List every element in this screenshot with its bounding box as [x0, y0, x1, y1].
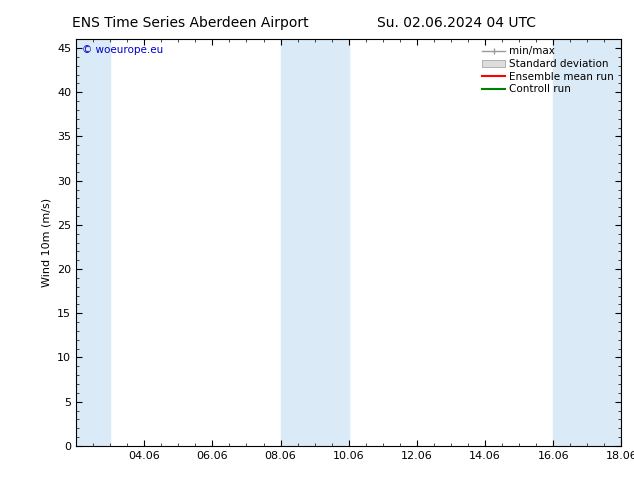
Legend: min/max, Standard deviation, Ensemble mean run, Controll run: min/max, Standard deviation, Ensemble me… [480, 45, 616, 97]
Text: © woeurope.eu: © woeurope.eu [82, 45, 163, 55]
Text: ENS Time Series Aberdeen Airport: ENS Time Series Aberdeen Airport [72, 16, 309, 30]
Bar [76, 39, 110, 446]
Bar [280, 39, 349, 446]
Bar [553, 39, 621, 446]
Y-axis label: Wind 10m (m/s): Wind 10m (m/s) [42, 198, 51, 287]
Text: Su. 02.06.2024 04 UTC: Su. 02.06.2024 04 UTC [377, 16, 536, 30]
